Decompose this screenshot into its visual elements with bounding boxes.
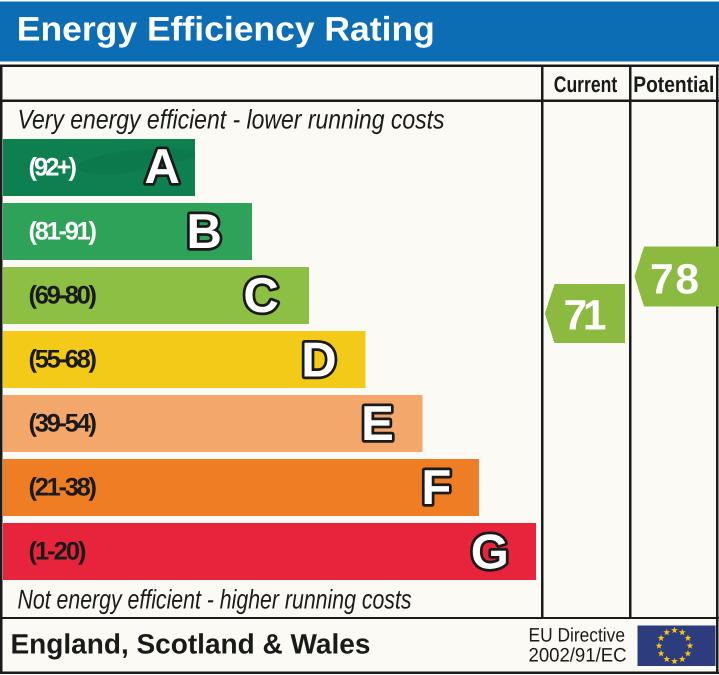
svg-text:(39-54): (39-54)	[29, 409, 98, 437]
svg-text:F: F	[421, 461, 451, 515]
svg-text:A: A	[145, 140, 180, 194]
svg-text:71: 71	[564, 292, 607, 339]
svg-text:G: G	[471, 525, 509, 579]
svg-text:Current: Current	[554, 72, 618, 97]
svg-text:2002/91/EC: 2002/91/EC	[529, 645, 627, 667]
svg-text:Potential: Potential	[633, 72, 714, 97]
svg-text:(55-68): (55-68)	[29, 345, 98, 373]
svg-text:(21-38): (21-38)	[29, 473, 98, 501]
svg-text:E: E	[361, 397, 394, 451]
svg-text:(92+): (92+)	[29, 153, 78, 181]
svg-text:England, Scotland & Wales: England, Scotland & Wales	[11, 629, 371, 660]
svg-text:B: B	[187, 205, 222, 259]
svg-text:D: D	[301, 334, 336, 388]
svg-text:Very energy efficient - lower: Very energy efficient - lower running co…	[18, 105, 445, 135]
svg-text:Energy Efficiency Rating: Energy Efficiency Rating	[17, 11, 435, 49]
svg-text:(69-80): (69-80)	[29, 281, 98, 309]
svg-text:(1-20): (1-20)	[29, 537, 87, 565]
svg-text:78: 78	[650, 256, 699, 303]
svg-text:(81-91): (81-91)	[29, 217, 98, 245]
svg-text:Not energy efficient - higher: Not energy efficient - higher running co…	[18, 585, 412, 615]
svg-text:EU Directive: EU Directive	[529, 625, 626, 647]
svg-text:C: C	[243, 269, 278, 323]
